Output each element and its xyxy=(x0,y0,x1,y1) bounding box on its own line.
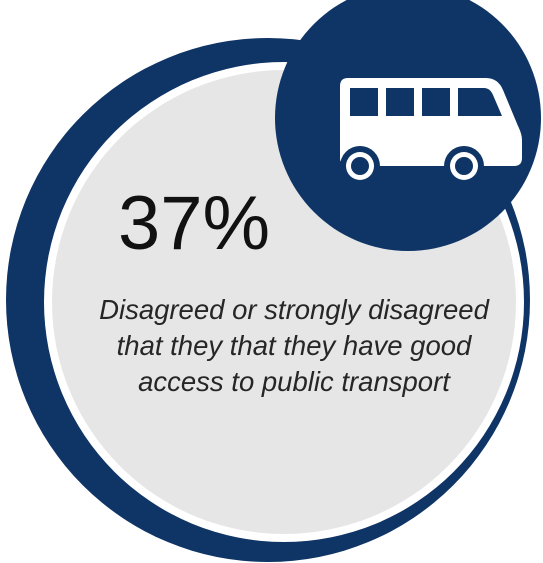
stat-value: 37% xyxy=(118,181,271,266)
stat-caption: Disagreed or strongly disagreed that the… xyxy=(99,294,489,397)
